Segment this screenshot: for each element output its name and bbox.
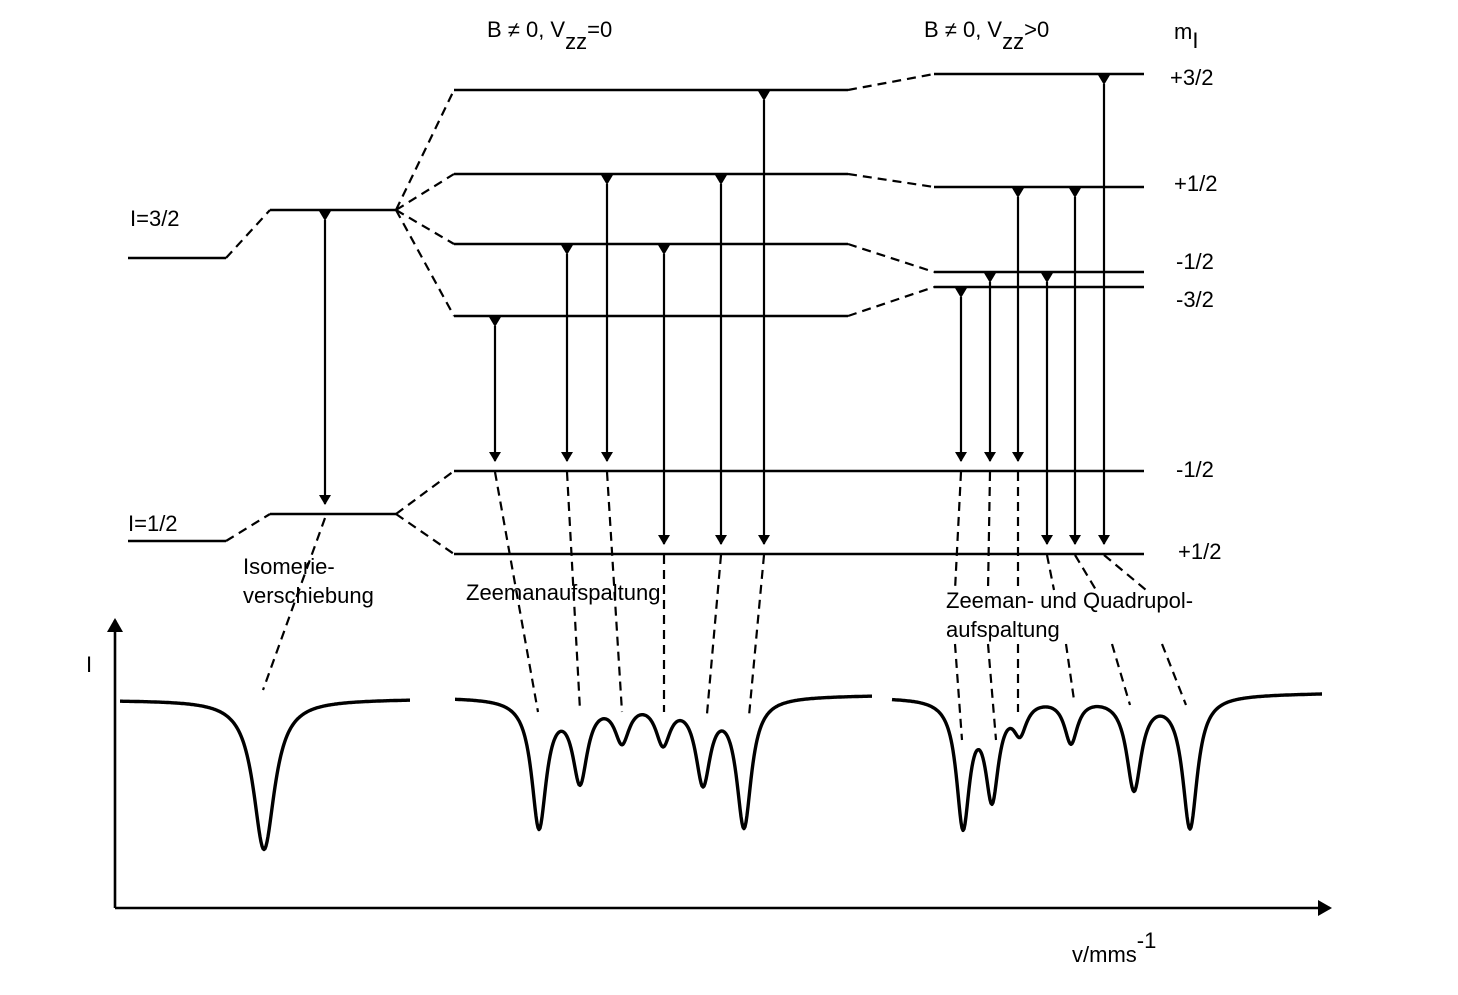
label-combined-line1: Zeeman- und Quadrupol- <box>946 588 1193 613</box>
zeeman-transition-arrows <box>489 91 770 545</box>
excited-shift-dash <box>225 209 271 259</box>
ml-plus-1-2-upper: +1/2 <box>1174 171 1217 196</box>
spectrum-zeeman <box>454 694 873 832</box>
label-zeeman: Zeemanaufspaltung <box>466 580 660 605</box>
label-combined-line2: aufspaltung <box>946 617 1060 642</box>
ml-header: mI <box>1174 19 1198 53</box>
header-combined-case: B ≠ 0, Vzz>0 <box>924 17 1049 54</box>
header-zeeman-case: B ≠ 0, Vzz=0 <box>487 17 612 54</box>
ml-plus-3-2: +3/2 <box>1170 65 1213 90</box>
label-isomer-line1: Isomerie- <box>243 554 335 579</box>
spectrum-axes <box>107 618 1332 916</box>
label-ground-state: I=1/2 <box>128 511 178 536</box>
ml-minus-1-2-lower: -1/2 <box>1176 457 1214 482</box>
y-axis-label: I <box>86 652 92 677</box>
label-isomer-line2: verschiebung <box>243 583 374 608</box>
x-axis-label: v/mms-1 <box>1072 928 1156 967</box>
ml-plus-1-2-lower: +1/2 <box>1178 539 1221 564</box>
combined-levels <box>847 72 1144 318</box>
spectrum-combined <box>891 692 1323 833</box>
isomer-shift-levels <box>128 208 396 543</box>
ground-shift-dash <box>225 513 271 542</box>
combined-transition-arrows <box>955 75 1110 545</box>
zeeman-levels <box>395 88 848 555</box>
guide-lines <box>261 471 1188 741</box>
ml-minus-1-2-upper: -1/2 <box>1176 249 1214 274</box>
spectrum-isomer <box>119 698 411 852</box>
spectra <box>119 692 1323 852</box>
ml-minus-3-2: -3/2 <box>1176 287 1214 312</box>
label-excited-state: I=3/2 <box>130 206 180 231</box>
